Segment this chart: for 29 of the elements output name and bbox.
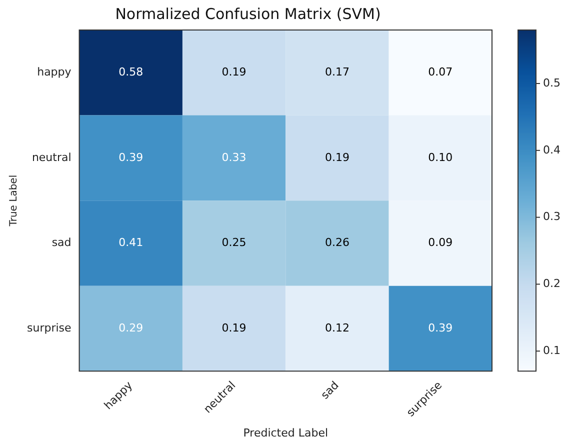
data-label: 0.58	[118, 66, 144, 79]
data-label: 0.09	[428, 236, 453, 250]
data-label: 0.12	[324, 321, 350, 334]
color-bar-label: 0.2	[543, 277, 560, 290]
y-tick-label: neutral	[32, 150, 72, 164]
color-bar-label: 0.5	[543, 76, 560, 90]
color-bar-label: 0.4	[543, 143, 560, 156]
data-label: 0.07	[428, 66, 453, 79]
data-label: 0.33	[222, 150, 246, 164]
data-label: 0.10	[428, 150, 453, 164]
chart-title: Normalized Confusion Matrix (SVM)	[115, 4, 381, 23]
data-label: 0.39	[428, 321, 453, 334]
data-label: 0.39	[118, 150, 144, 164]
y-tick-label: sad	[52, 236, 72, 250]
y-axis-title: True Label	[8, 174, 20, 228]
y-tick-label: surprise	[26, 321, 72, 334]
data-label: 0.25	[222, 236, 246, 250]
color-bar-label: 0.1	[543, 344, 560, 357]
data-label: 0.26	[324, 236, 350, 250]
data-label: 0.41	[118, 236, 144, 250]
data-label: 0.29	[118, 321, 144, 334]
y-tick-label: happy	[37, 66, 72, 79]
color-bar-label: 0.3	[543, 210, 560, 224]
data-label: 0.19	[222, 66, 246, 79]
data-label: 0.17	[324, 66, 350, 79]
x-axis-title: Predicted Label	[243, 426, 328, 440]
data-label: 0.19	[324, 150, 350, 164]
data-label: 0.19	[222, 321, 246, 334]
x-tick-label: sad	[318, 378, 342, 402]
